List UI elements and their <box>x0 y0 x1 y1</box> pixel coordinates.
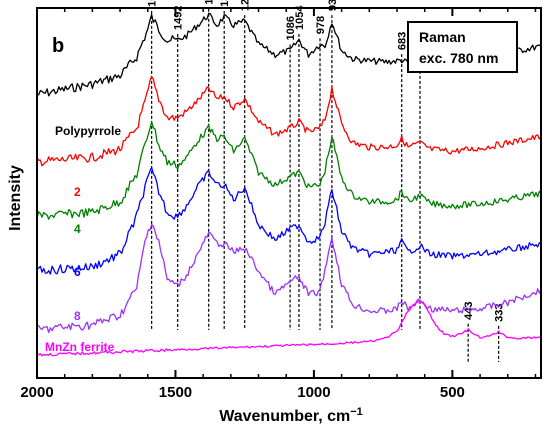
series-label-2: 4 <box>74 222 81 236</box>
x-tick-label: 1000 <box>297 384 330 401</box>
series-labels: Polypyrrole 2 4 6 8 MnZn ferrite <box>45 124 121 354</box>
x-tick-label: 500 <box>440 384 465 401</box>
peak-label-683: 683 <box>397 32 409 50</box>
series-label-1: 2 <box>74 185 81 199</box>
legend-line-1: Raman <box>419 29 466 45</box>
peak-label-333: 333 <box>494 304 506 322</box>
series-label-5: MnZn ferrite <box>45 340 115 354</box>
peak-label-1380: 1380 <box>204 0 216 5</box>
series-line-1 <box>36 75 542 167</box>
x-tick-label: 2000 <box>20 384 53 401</box>
peak-label-1324: 1324 <box>219 0 231 7</box>
peak-label-1086: 1086 <box>285 16 297 40</box>
peak-label-1054: 1054 <box>294 5 306 30</box>
x-axis-title: Wavenumber, cm−1 <box>219 406 363 425</box>
legend-box: Raman exc. 780 nm <box>407 21 518 73</box>
peak-label-935: 935 <box>327 0 339 11</box>
peak-label-978: 978 <box>315 16 327 34</box>
panel-label: b <box>52 35 64 57</box>
series-label-0: Polypyrrole <box>55 124 121 138</box>
y-axis-title: Intensity <box>7 165 24 231</box>
series-label-3: 6 <box>74 265 81 279</box>
series-line-5 <box>36 299 542 357</box>
series-label-4: 8 <box>74 309 81 323</box>
plot-frame <box>36 7 542 379</box>
series-line-4 <box>36 223 542 334</box>
axes: 2000 1500 1000 500 <box>20 7 542 401</box>
series-line-2 <box>36 121 542 220</box>
legend-line-2: exc. 780 nm <box>419 50 498 66</box>
series-line-3 <box>36 166 542 275</box>
peak-label-1250: 1250 <box>240 0 252 11</box>
legend-frame <box>407 21 518 73</box>
peak-label-1586: 1586 <box>147 0 159 7</box>
x-tick-label: 1500 <box>159 384 192 401</box>
